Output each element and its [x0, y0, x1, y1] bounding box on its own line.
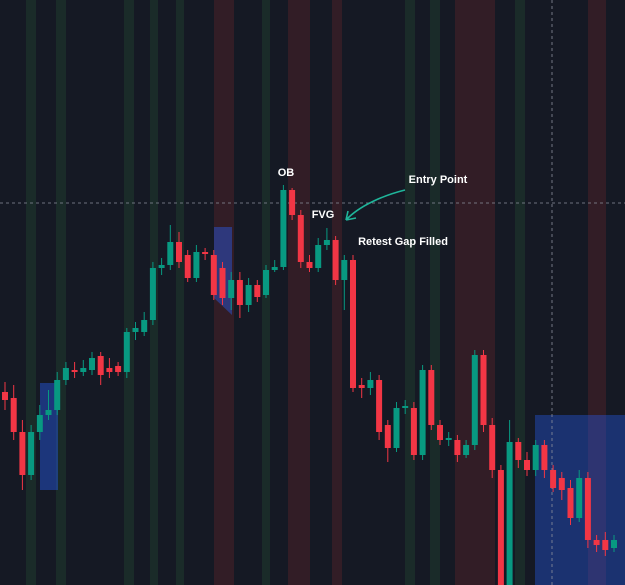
candle-body: [219, 268, 226, 298]
candle-body: [350, 260, 356, 388]
candle-body: [428, 370, 435, 425]
candle-body: [54, 380, 61, 410]
candle-body: [123, 332, 130, 372]
entry-arrow: [345, 189, 406, 221]
candle-body: [532, 445, 539, 470]
candle-body: [202, 252, 209, 254]
candle-body: [576, 478, 583, 518]
annotation: OB: [278, 167, 295, 179]
candle-body: [437, 425, 443, 440]
annotation: FVG: [312, 209, 335, 221]
candle-body: [480, 355, 487, 425]
stripe: [26, 0, 36, 585]
candle-body: [402, 406, 409, 408]
candle-body: [506, 442, 513, 585]
candle-body: [332, 240, 339, 280]
candle-body: [323, 240, 330, 245]
candle-body: [550, 470, 557, 488]
candle-body: [454, 440, 461, 455]
candle-body: [254, 285, 261, 297]
stripe: [515, 0, 525, 585]
candle-body: [228, 280, 235, 298]
candle-body: [271, 267, 278, 270]
annotation: Entry Point: [409, 174, 468, 186]
candle-body: [115, 366, 122, 372]
stripe: [288, 0, 310, 585]
candle-body: [71, 370, 78, 372]
candle-body: [471, 355, 478, 445]
stripe: [124, 0, 134, 585]
stripe: [588, 0, 606, 585]
candle-body: [149, 268, 156, 320]
stripe: [455, 0, 495, 585]
candle-body: [445, 438, 452, 440]
candle-body: [341, 260, 348, 280]
candle-body: [89, 358, 95, 370]
candle-body: [10, 398, 17, 432]
candle-body: [263, 270, 269, 295]
candle-body: [611, 540, 617, 548]
stripe: [56, 0, 66, 585]
candle-body: [280, 190, 287, 267]
candle-body: [419, 370, 426, 455]
candle-body: [245, 285, 252, 305]
candle-body: [176, 242, 182, 262]
stripe: [332, 0, 342, 585]
candle-body: [358, 385, 365, 388]
candle-body: [62, 368, 69, 380]
candle-body: [210, 255, 217, 295]
annotation: Retest Gap Filled: [358, 236, 448, 248]
candles: [2, 185, 617, 585]
candle-body: [289, 190, 296, 215]
candle-body: [193, 252, 200, 278]
candle-body: [106, 368, 113, 372]
candle-body: [463, 445, 470, 455]
candle-body: [376, 380, 383, 432]
stripe: [405, 0, 415, 585]
candle-body: [167, 242, 174, 265]
stripe: [430, 0, 440, 585]
candle-body: [558, 478, 565, 490]
candle-body: [28, 432, 35, 475]
candle-body: [497, 470, 504, 585]
candle-body: [489, 425, 496, 470]
stripe: [176, 0, 184, 585]
candle-body: [45, 410, 52, 415]
candle-body: [602, 540, 609, 550]
candle-body: [410, 408, 417, 455]
candle-body: [306, 262, 313, 268]
candle-body: [184, 255, 191, 278]
candle-body: [80, 368, 87, 372]
candle-body: [158, 265, 165, 268]
candle-body: [236, 280, 243, 305]
candle-body: [367, 380, 374, 388]
candle-body: [593, 540, 600, 545]
candle-body: [141, 320, 148, 332]
candle-body: [36, 415, 43, 432]
candle-body: [97, 356, 104, 375]
candle-body: [132, 328, 139, 332]
candle-body: [515, 442, 522, 460]
candle-body: [541, 445, 548, 470]
candle-body: [584, 478, 591, 540]
order-block-zone: [40, 383, 58, 490]
candle-body: [297, 215, 304, 262]
candle-body: [567, 488, 574, 518]
candle-body: [384, 425, 391, 448]
candle-body: [2, 392, 8, 400]
candle-body: [19, 432, 26, 475]
candle-body: [315, 245, 322, 268]
candle-body: [393, 408, 400, 448]
candle-body: [524, 460, 530, 470]
